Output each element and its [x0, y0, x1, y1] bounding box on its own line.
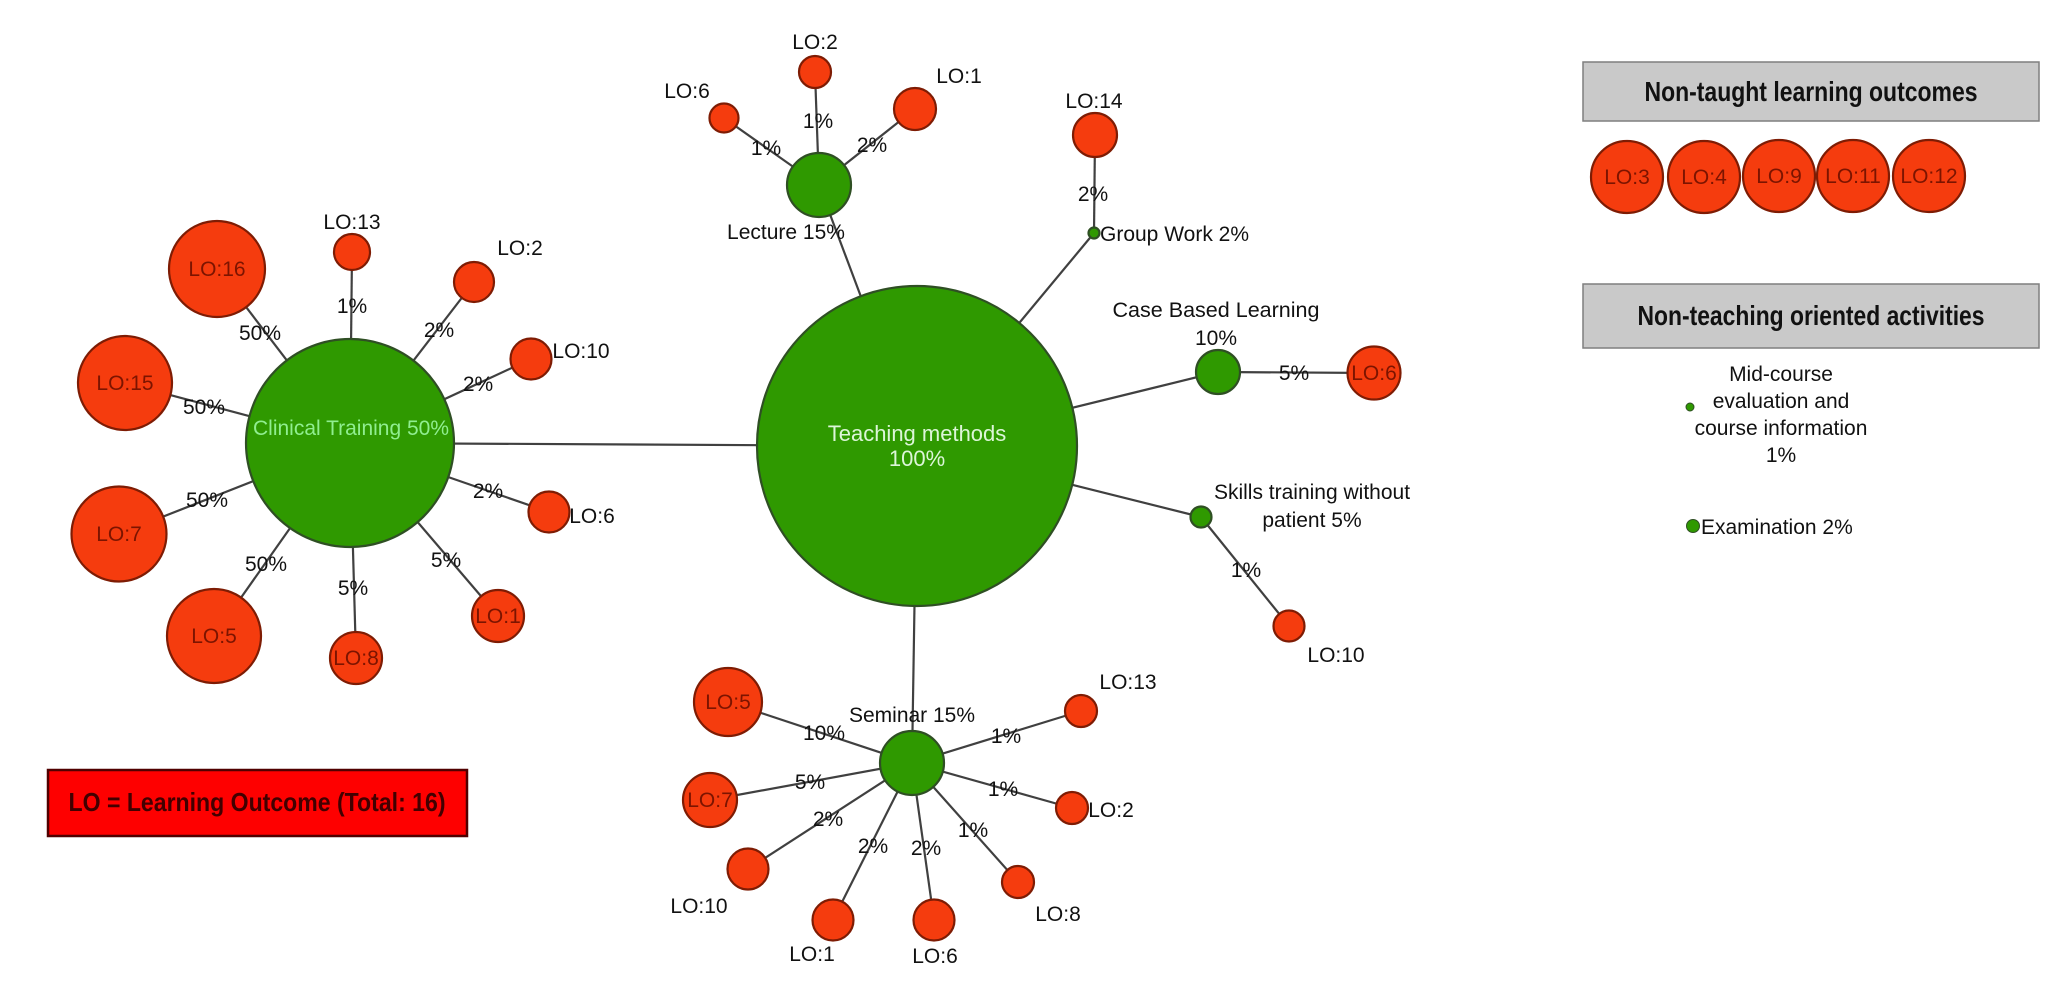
- svg-text:5%: 5%: [338, 577, 368, 600]
- svg-text:LO:14: LO:14: [1065, 90, 1123, 113]
- svg-text:1%: 1%: [1231, 559, 1261, 582]
- svg-text:LO:2: LO:2: [1088, 799, 1134, 822]
- svg-text:LO:13: LO:13: [323, 211, 380, 234]
- svg-text:LO:3: LO:3: [1604, 166, 1650, 189]
- svg-text:LO:15: LO:15: [96, 372, 153, 395]
- svg-text:1%: 1%: [1766, 444, 1796, 467]
- svg-text:1%: 1%: [988, 778, 1018, 801]
- svg-text:LO:13: LO:13: [1099, 671, 1156, 694]
- svg-text:Teaching methods: Teaching methods: [828, 421, 1007, 446]
- svg-text:1%: 1%: [337, 295, 367, 318]
- svg-text:Lecture 15%: Lecture 15%: [727, 221, 845, 244]
- svg-text:Non-teaching oriented activiti: Non-teaching oriented activities: [1638, 300, 1985, 331]
- svg-text:1%: 1%: [991, 725, 1021, 748]
- svg-text:LO:16: LO:16: [188, 258, 245, 281]
- svg-text:LO:9: LO:9: [1756, 165, 1802, 188]
- svg-text:LO:10: LO:10: [552, 340, 609, 363]
- svg-text:LO:7: LO:7: [687, 789, 733, 812]
- svg-text:2%: 2%: [473, 480, 503, 503]
- svg-text:evaluation and: evaluation and: [1713, 390, 1850, 413]
- svg-text:LO = Learning Outcome (Total:: LO = Learning Outcome (Total: 16): [69, 787, 446, 817]
- svg-text:Skills training without: Skills training without: [1214, 481, 1410, 504]
- svg-text:10%: 10%: [1195, 327, 1237, 350]
- svg-text:10%: 10%: [803, 722, 845, 745]
- svg-text:LO:6: LO:6: [569, 505, 615, 528]
- svg-text:2%: 2%: [463, 373, 493, 396]
- svg-text:LO:1: LO:1: [789, 943, 835, 966]
- svg-text:5%: 5%: [1279, 362, 1309, 385]
- svg-text:50%: 50%: [239, 322, 281, 345]
- svg-text:Clinical Training 50%: Clinical Training 50%: [253, 417, 449, 440]
- svg-text:Non-taught learning outcomes: Non-taught learning outcomes: [1645, 76, 1978, 107]
- svg-text:Seminar 15%: Seminar 15%: [849, 704, 975, 727]
- svg-text:Examination 2%: Examination 2%: [1701, 516, 1853, 539]
- svg-text:LO:6: LO:6: [664, 80, 710, 103]
- svg-text:LO:4: LO:4: [1681, 166, 1727, 189]
- svg-text:1%: 1%: [751, 137, 781, 160]
- svg-text:2%: 2%: [1078, 183, 1108, 206]
- svg-text:LO:8: LO:8: [333, 647, 379, 670]
- svg-text:Mid-course: Mid-course: [1729, 363, 1833, 386]
- svg-text:50%: 50%: [245, 553, 287, 576]
- svg-text:LO:7: LO:7: [96, 523, 142, 546]
- svg-text:patient 5%: patient 5%: [1262, 509, 1361, 532]
- svg-text:LO:8: LO:8: [1035, 903, 1081, 926]
- svg-text:LO:11: LO:11: [1825, 165, 1881, 188]
- svg-text:LO:12: LO:12: [1900, 165, 1957, 188]
- svg-text:50%: 50%: [186, 489, 228, 512]
- svg-text:2%: 2%: [858, 835, 888, 858]
- svg-text:100%: 100%: [889, 446, 945, 471]
- svg-text:1%: 1%: [958, 819, 988, 842]
- svg-text:Group Work 2%: Group Work 2%: [1100, 223, 1249, 246]
- svg-text:LO:2: LO:2: [497, 237, 543, 260]
- svg-text:2%: 2%: [424, 319, 454, 342]
- svg-text:5%: 5%: [795, 771, 825, 794]
- svg-text:LO:1: LO:1: [936, 65, 982, 88]
- svg-text:5%: 5%: [431, 549, 461, 572]
- svg-text:LO:1: LO:1: [475, 605, 521, 628]
- svg-text:Case Based Learning: Case Based Learning: [1113, 299, 1320, 322]
- svg-text:2%: 2%: [857, 134, 887, 157]
- svg-text:LO:6: LO:6: [1351, 362, 1397, 385]
- svg-text:course information: course information: [1695, 417, 1868, 440]
- svg-text:1%: 1%: [803, 110, 833, 133]
- svg-text:LO:10: LO:10: [1307, 644, 1364, 667]
- svg-text:50%: 50%: [183, 396, 225, 419]
- svg-text:LO:2: LO:2: [792, 31, 838, 54]
- svg-text:LO:10: LO:10: [670, 895, 727, 918]
- svg-text:LO:5: LO:5: [705, 691, 751, 714]
- svg-text:LO:6: LO:6: [912, 945, 958, 968]
- svg-text:2%: 2%: [813, 808, 843, 831]
- svg-text:LO:5: LO:5: [191, 625, 237, 648]
- svg-text:2%: 2%: [911, 837, 941, 860]
